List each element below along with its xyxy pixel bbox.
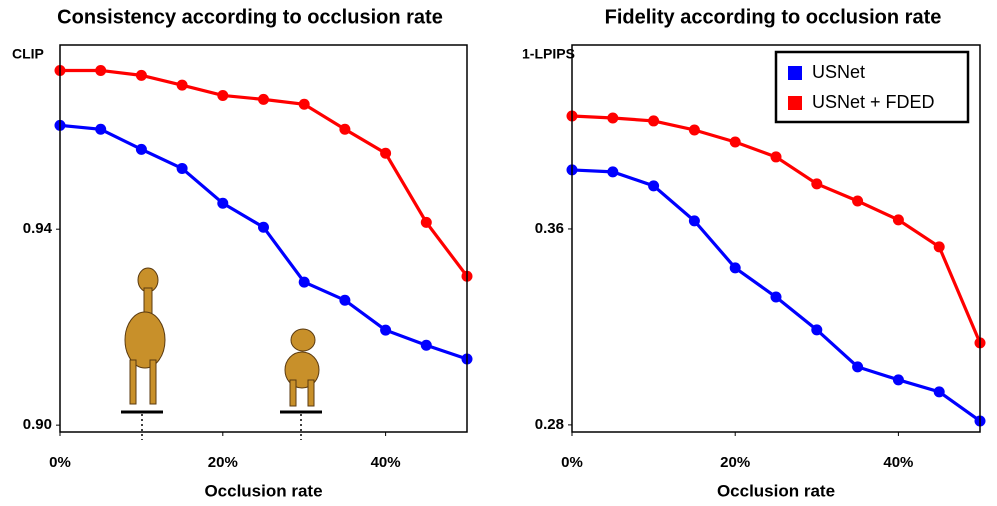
- plot-frame: [571, 44, 981, 433]
- decoration: [121, 267, 322, 440]
- point: [892, 214, 904, 226]
- point: [380, 147, 392, 159]
- point: [852, 361, 864, 373]
- y-axis-label: 1-LPIPS: [522, 46, 575, 62]
- plot-frame: [59, 44, 468, 433]
- point: [729, 136, 741, 148]
- point: [298, 276, 310, 288]
- y-axis-label: CLIP: [12, 46, 44, 62]
- chart-title: Fidelity according to occlusion rate: [605, 6, 942, 28]
- legend-label: USNet: [812, 62, 865, 82]
- point: [607, 112, 619, 124]
- point: [420, 216, 432, 228]
- point: [135, 143, 147, 155]
- x-axis-label: Occlusion rate: [717, 481, 835, 500]
- point: [420, 339, 432, 351]
- x-tick-label: 40%: [883, 454, 913, 471]
- point: [892, 374, 904, 386]
- point: [811, 178, 823, 190]
- point: [648, 180, 660, 192]
- chart-title: Consistency according to occlusion rate: [57, 6, 443, 28]
- point: [176, 79, 188, 91]
- point: [298, 98, 310, 110]
- point: [729, 262, 741, 274]
- point: [95, 123, 107, 135]
- point: [95, 64, 107, 76]
- point: [811, 324, 823, 336]
- legend-swatch: [788, 66, 802, 80]
- point: [217, 89, 229, 101]
- point: [770, 151, 782, 163]
- x-tick-label: 20%: [720, 454, 750, 471]
- y-tick-label: 0.90: [23, 416, 52, 433]
- point: [380, 324, 392, 336]
- legend-swatch: [788, 96, 802, 110]
- x-tick-label: 40%: [371, 454, 401, 471]
- point: [648, 115, 660, 127]
- y-tick-label: 0.94: [23, 220, 53, 237]
- legend-box: [774, 50, 970, 124]
- legend-label: USNet + FDED: [812, 92, 935, 112]
- x-axis-label: Occlusion rate: [204, 481, 322, 500]
- point: [688, 124, 700, 136]
- point: [933, 386, 945, 398]
- x-tick-label: 0%: [561, 454, 583, 471]
- giraffe-image: [124, 267, 320, 407]
- point: [339, 294, 351, 306]
- point: [176, 162, 188, 174]
- point: [135, 69, 147, 81]
- point: [607, 166, 619, 178]
- series-line: [59, 123, 468, 361]
- point: [852, 195, 864, 207]
- point: [258, 93, 269, 105]
- point: [770, 291, 782, 303]
- y-tick-label: 0.36: [535, 220, 564, 237]
- point: [217, 197, 229, 209]
- point: [339, 123, 351, 135]
- point: [933, 241, 945, 253]
- point: [258, 221, 269, 233]
- point: [688, 215, 700, 227]
- x-tick-label: 20%: [208, 454, 238, 471]
- x-tick-label: 0%: [49, 454, 71, 471]
- y-tick-label: 0.28: [535, 416, 564, 433]
- series-line: [571, 114, 982, 344]
